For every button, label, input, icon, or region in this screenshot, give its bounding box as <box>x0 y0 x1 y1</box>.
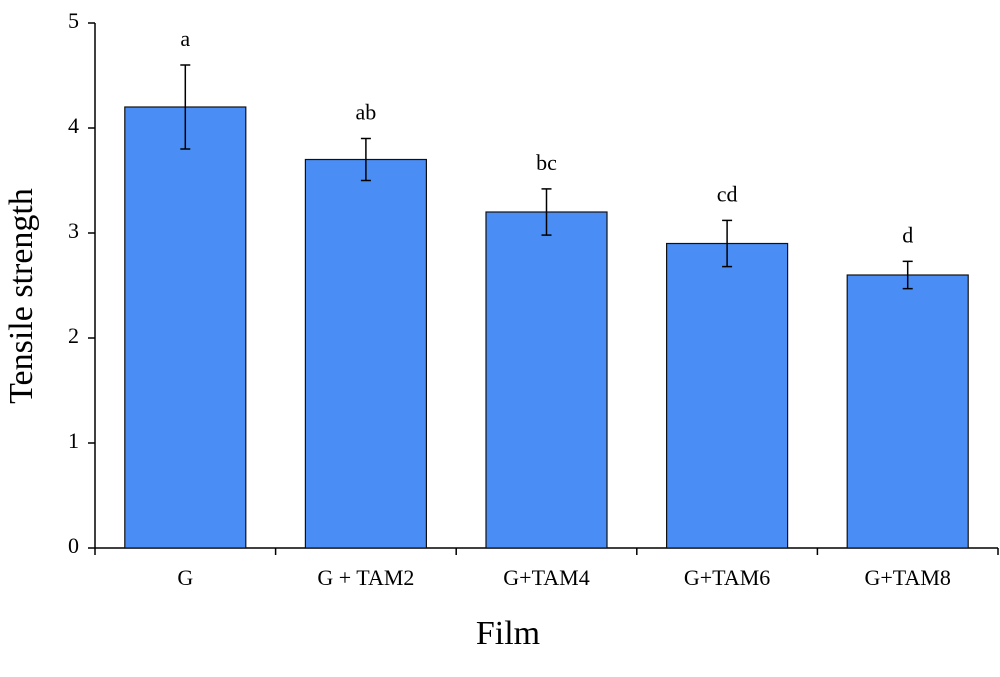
error-bar <box>722 219 733 268</box>
bar <box>304 158 428 549</box>
significance-label: a <box>180 26 190 51</box>
y-axis-label: Tensile strength <box>3 188 40 404</box>
bar <box>665 242 789 549</box>
x-axis-label: Film <box>476 615 540 652</box>
x-tick-label: G <box>177 565 193 590</box>
error-bar <box>180 64 191 150</box>
y-tick-label: 2 <box>68 323 79 348</box>
significance-label: d <box>902 222 913 247</box>
x-tick-label: G+TAM4 <box>503 565 589 590</box>
significance-label: ab <box>356 100 377 125</box>
y-tick-label: 4 <box>68 113 79 138</box>
bar <box>124 106 247 549</box>
significance-label: cd <box>717 181 738 206</box>
y-tick-label: 1 <box>68 428 79 453</box>
x-tick-label: G+TAM8 <box>864 565 950 590</box>
y-tick-label: 5 <box>68 8 79 33</box>
bar <box>485 211 608 549</box>
x-tick-label: G + TAM2 <box>317 565 414 590</box>
significance-label: bc <box>536 150 557 175</box>
bar <box>846 274 969 549</box>
x-tick-label: G+TAM6 <box>684 565 770 590</box>
y-tick-label: 3 <box>68 218 79 243</box>
error-bar <box>360 137 371 182</box>
error-bar <box>902 260 913 290</box>
y-tick-label: 0 <box>68 533 79 558</box>
error-bar <box>541 188 552 236</box>
